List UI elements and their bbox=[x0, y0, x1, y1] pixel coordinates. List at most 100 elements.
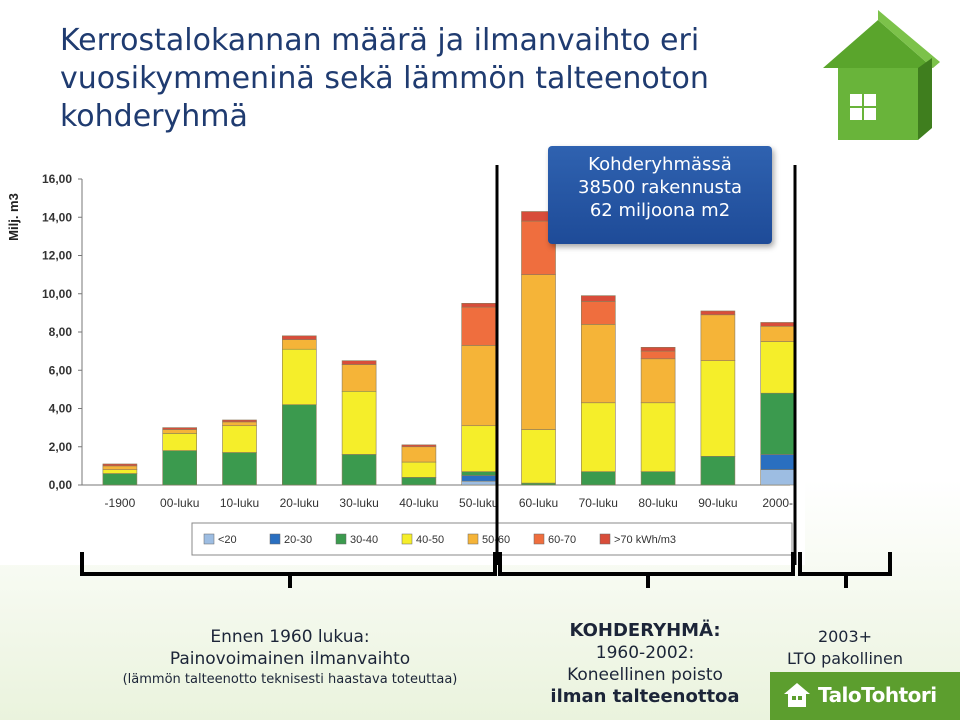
y-tick-label: 6,00 bbox=[49, 363, 73, 377]
brand-name: TaloTohtori bbox=[818, 683, 937, 707]
x-tick-label: 00-luku bbox=[160, 496, 199, 510]
bar-segment bbox=[760, 469, 796, 486]
bar-segment bbox=[102, 465, 138, 470]
legend-label: 60-70 bbox=[548, 534, 576, 546]
g1-line-3: (lämmön talteenotto teknisesti haastava … bbox=[122, 672, 458, 687]
legend-swatch bbox=[401, 533, 413, 545]
g2-line-1: KOHDERYHMÄ: bbox=[569, 620, 721, 641]
g3-line-2: LTO pakollinen bbox=[786, 649, 904, 668]
legend-label: 40-50 bbox=[416, 534, 444, 546]
bar-segment bbox=[461, 475, 497, 482]
bar-segment bbox=[401, 444, 437, 448]
g2-line-4: ilman talteenottoa bbox=[550, 686, 740, 707]
legend-label: <20 bbox=[218, 534, 237, 546]
bar-segment bbox=[640, 350, 676, 360]
bar-segment bbox=[401, 477, 437, 486]
bar-segment bbox=[281, 404, 317, 486]
legend-swatch bbox=[269, 533, 281, 545]
bar-segment bbox=[222, 421, 257, 427]
bar-segment bbox=[401, 446, 437, 463]
bar-segment bbox=[102, 469, 138, 474]
legend-box bbox=[191, 522, 793, 556]
chart-area: Milj. m3 0,00 2,00 4,00 6,00 8,00 10,00 12,00 1… bbox=[0, 165, 805, 565]
legend-swatch bbox=[599, 533, 611, 545]
bar-segment bbox=[162, 433, 197, 451]
title-line-3: kohderyhmä bbox=[60, 99, 248, 134]
bar-segment bbox=[281, 348, 317, 405]
x-tick-label: 10-luku bbox=[220, 496, 259, 510]
x-tick-label: 90-luku bbox=[698, 496, 737, 510]
legend-swatch bbox=[335, 533, 347, 545]
y-tick-label: 10,00 bbox=[42, 287, 72, 301]
group-pre-1960: Ennen 1960 lukua: Painovoimainen ilmanva… bbox=[80, 626, 500, 690]
house-brand-icon bbox=[784, 683, 810, 707]
bar-segment bbox=[760, 454, 796, 470]
bar-segment bbox=[341, 390, 377, 455]
bar-segment bbox=[102, 463, 138, 467]
bar-segment bbox=[281, 339, 317, 350]
callout-line-3: 62 miljoona m2 bbox=[589, 200, 731, 221]
title-line-2: vuosikymmeninä sekä lämmön talteenoton bbox=[60, 61, 709, 96]
target-group-callout: Kohderyhmässä 38500 rakennusta 62 miljoo… bbox=[548, 146, 772, 244]
legend-swatch bbox=[533, 533, 545, 545]
bar-segment bbox=[580, 324, 616, 404]
bar-segment bbox=[461, 306, 497, 346]
brace-pre-1960 bbox=[80, 552, 497, 588]
bar-segment bbox=[162, 450, 197, 486]
bar-segment bbox=[760, 341, 796, 394]
legend-label: 20-30 bbox=[284, 534, 312, 546]
bar-segment bbox=[341, 364, 377, 392]
bar-segment bbox=[580, 295, 616, 302]
callout-line-2: 38500 rakennusta bbox=[578, 177, 742, 198]
y-tick-label: 2,00 bbox=[49, 440, 73, 454]
brace-target-group bbox=[498, 552, 795, 588]
x-tick-label: 40-luku bbox=[399, 496, 438, 510]
bar-segment bbox=[521, 429, 556, 484]
bar-segment bbox=[222, 452, 257, 486]
brace-2003 bbox=[798, 552, 892, 588]
x-tick-label: -1900 bbox=[105, 496, 136, 510]
x-tick-label: 50-luku bbox=[459, 496, 498, 510]
bar-segment bbox=[640, 402, 676, 472]
bar-segment bbox=[760, 322, 796, 327]
group-braces bbox=[80, 552, 892, 588]
y-tick-label: 4,00 bbox=[49, 402, 73, 416]
bar-segment bbox=[461, 480, 497, 486]
brand-footer: TaloTohtori bbox=[770, 672, 960, 720]
x-tick-label: 80-luku bbox=[638, 496, 677, 510]
bar-segment bbox=[700, 360, 736, 457]
bar-segment bbox=[580, 471, 616, 486]
group-target: KOHDERYHMÄ: 1960-2002: Koneellinen poist… bbox=[540, 620, 750, 708]
slide-title: Kerrostalokannan määrä ja ilmanvaihto er… bbox=[60, 22, 760, 136]
y-tick-label: 12,00 bbox=[42, 249, 72, 263]
bar-segment bbox=[401, 461, 437, 478]
legend-swatch bbox=[467, 533, 479, 545]
y-tick-label: 14,00 bbox=[42, 210, 72, 224]
bar-segment bbox=[341, 454, 377, 486]
bar-segment bbox=[281, 335, 317, 340]
g2-line-2: 1960-2002: bbox=[595, 643, 695, 663]
x-tick-label: 30-luku bbox=[339, 496, 378, 510]
callout-line-1: Kohderyhmässä bbox=[588, 154, 732, 175]
g1-line-1: Ennen 1960 lukua: bbox=[210, 627, 370, 647]
bar-segment bbox=[700, 314, 736, 361]
bar-segment bbox=[700, 456, 736, 486]
x-tick-label: 60-luku bbox=[519, 496, 558, 510]
bar-segment bbox=[640, 358, 676, 404]
x-tick-label: 20-luku bbox=[280, 496, 319, 510]
bar-segment bbox=[162, 429, 197, 434]
bar-segment bbox=[461, 425, 497, 472]
bar-segment bbox=[521, 274, 556, 430]
g3-line-1: 2003+ bbox=[817, 627, 873, 646]
bar-segment bbox=[580, 301, 616, 325]
bar-segment bbox=[580, 402, 616, 472]
x-tick-label: 2000- bbox=[762, 496, 793, 510]
bar-segment bbox=[461, 345, 497, 427]
legend-label: >70 kWh/m3 bbox=[614, 534, 676, 546]
y-axis-label: Milj. m3 bbox=[6, 193, 21, 241]
legend-label: 30-40 bbox=[350, 534, 378, 546]
bar-segment bbox=[640, 471, 676, 486]
bar-segment bbox=[760, 325, 796, 342]
stacked-bar-chart: Milj. m3 0,00 2,00 4,00 6,00 8,00 10,00 12,00 1… bbox=[6, 165, 797, 565]
bar-segment bbox=[102, 473, 138, 486]
